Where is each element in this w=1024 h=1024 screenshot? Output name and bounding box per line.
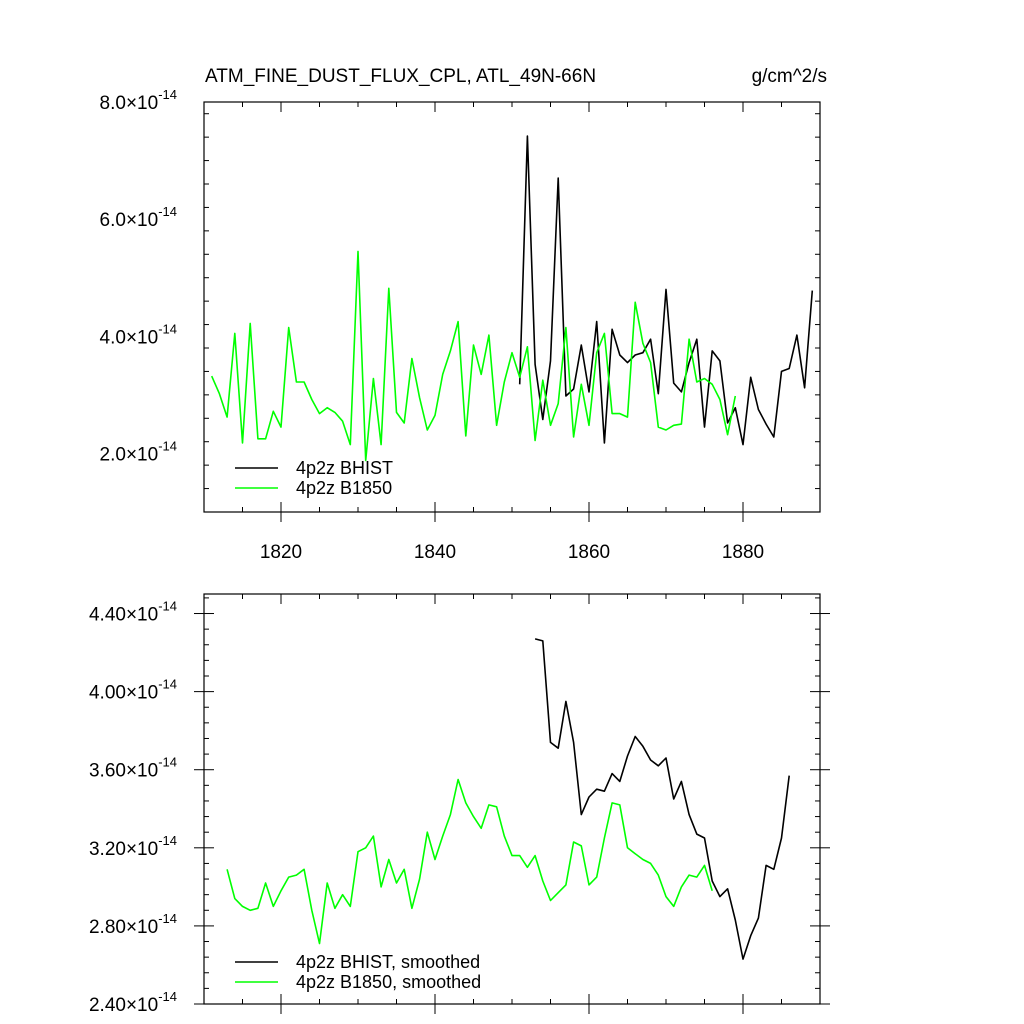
top-series-line-1 [518, 135, 814, 446]
legend-label: 4p2z B1850 [296, 478, 392, 498]
top-axis-ticks [203, 102, 821, 522]
y-tick-label: 2.80×10-14 [89, 911, 177, 938]
top-panel: 2.0×10-14 4.0×10-14 6.0×10-14 8.0×10-14 182… [100, 87, 821, 563]
bottom-series-line-1 [534, 638, 790, 960]
x-tick-label: 1880 [722, 542, 764, 563]
top-y-tick-labels: 2.0×10-14 4.0×10-14 6.0×10-14 8.0×10-14 [100, 87, 177, 465]
y-tick-label: 4.40×10-14 [89, 599, 177, 626]
y-tick-label: 4.00×10-14 [89, 677, 177, 704]
x-tick-label: 1820 [260, 542, 302, 563]
y-tick-label: 3.20×10-14 [89, 833, 177, 860]
legend-label: 4p2z BHIST [296, 458, 393, 478]
chart-units: g/cm^2/s [752, 66, 827, 87]
top-series-line-2 [210, 250, 737, 462]
legend-label: 4p2z BHIST, smoothed [296, 952, 480, 972]
bottom-y-tick-labels: 2.40×10-14 2.80×10-14 3.20×10-14 3.60×10-14… [89, 599, 177, 1016]
y-tick-label: 2.0×10-14 [100, 438, 177, 465]
y-tick-label: 2.40×10-14 [89, 989, 177, 1016]
top-plot-frame [203, 101, 821, 513]
chart-title: ATM_FINE_DUST_FLUX_CPL, ATL_49N-66N [205, 66, 596, 87]
y-tick-label: 6.0×10-14 [100, 204, 177, 231]
x-tick-label: 1840 [414, 542, 456, 563]
bottom-series-line-2 [226, 778, 713, 945]
bottom-plot-frame [203, 593, 821, 1005]
y-tick-label: 3.60×10-14 [89, 755, 177, 782]
y-tick-label: 8.0×10-14 [100, 87, 177, 114]
bottom-axis-ticks [194, 594, 830, 1014]
legend-label: 4p2z B1850, smoothed [296, 972, 481, 992]
bottom-series-lines [226, 638, 790, 960]
x-tick-label: 1860 [568, 542, 610, 563]
top-x-tick-labels: 1820 1840 1860 1880 [260, 542, 764, 563]
top-series-lines [210, 135, 814, 462]
y-tick-label: 4.0×10-14 [100, 321, 177, 348]
bottom-panel: 2.40×10-14 2.80×10-14 3.20×10-14 3.60×10-14… [89, 593, 830, 1016]
